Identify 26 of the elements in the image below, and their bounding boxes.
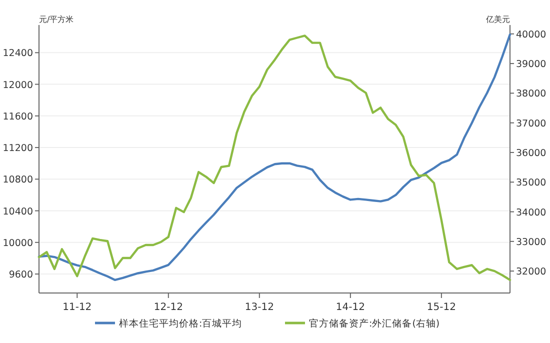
- y-tick-label: 10800: [2, 174, 33, 186]
- y-tick-label: 12000: [2, 80, 33, 91]
- y-tick-label: 9600: [8, 270, 33, 281]
- x-tick-label: 15-12: [426, 302, 456, 313]
- x-tick-label: 13-12: [244, 302, 274, 313]
- y2-tick-label: 32000: [516, 266, 546, 278]
- y2-tick-label: 33000: [516, 236, 546, 248]
- y2-axis-title: 亿美元: [485, 15, 510, 24]
- y-tick-label: 10400: [2, 206, 33, 218]
- y-tick-label: 11200: [2, 143, 33, 154]
- y2-tick-label: 40000: [516, 29, 546, 40]
- y2-tick-label: 37000: [516, 118, 546, 130]
- legend-label: 样本住宅平均价格:百城平均: [119, 318, 242, 330]
- y2-tick-label: 35000: [516, 178, 546, 189]
- y2-tick-label: 36000: [516, 148, 546, 159]
- x-tick-label: 12-12: [154, 302, 183, 313]
- y2-tick-label: 34000: [516, 207, 546, 218]
- legend-label: 官方储备资产:外汇储备(右轴): [309, 318, 440, 330]
- y-axis-title: 元/平方米: [39, 15, 74, 24]
- y-tick-label: 10000: [2, 238, 33, 249]
- y2-tick-label: 38000: [516, 88, 546, 100]
- x-tick-label: 11-12: [62, 302, 92, 313]
- y-tick-label: 11600: [2, 111, 33, 122]
- y-tick-label: 12400: [2, 48, 33, 60]
- y2-tick-label: 39000: [516, 59, 546, 70]
- x-tick-label: 14-12: [336, 302, 365, 313]
